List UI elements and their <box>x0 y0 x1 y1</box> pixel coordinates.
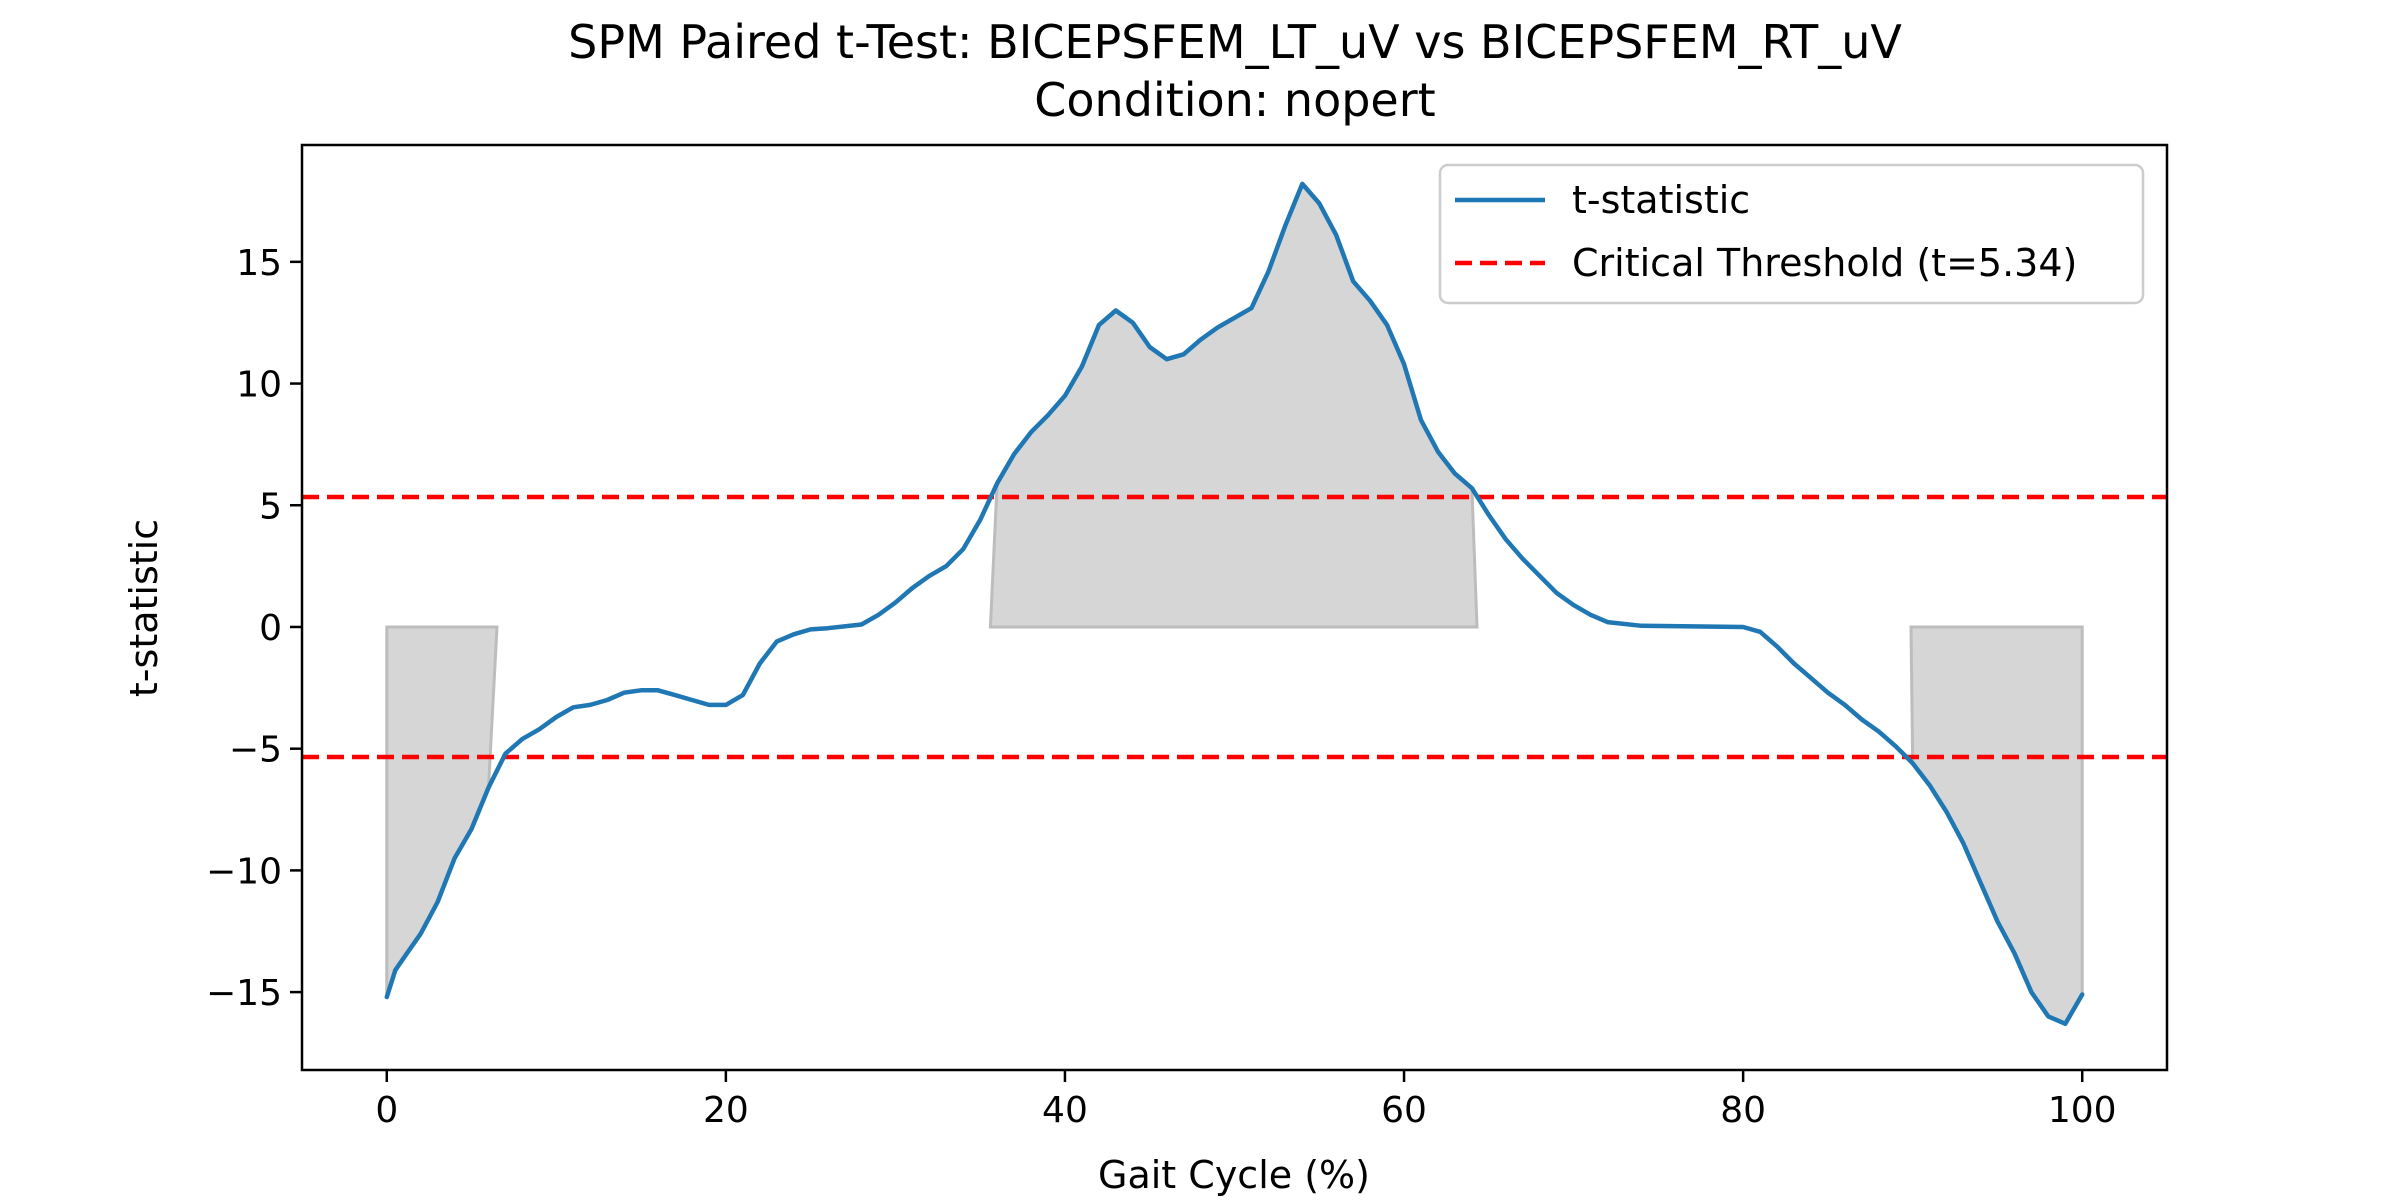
y-axis-label: t-statistic <box>122 519 166 697</box>
significance-region-3 <box>1909 625 2084 1026</box>
t-statistic-line <box>384 181 2085 1027</box>
significance-regions <box>385 181 2084 1026</box>
y-tick-label: −15 <box>206 973 282 1014</box>
y-tick-label: −10 <box>206 851 282 892</box>
x-tick-label: 80 <box>1720 1090 1766 1131</box>
x-tick-label: 40 <box>1042 1090 1088 1131</box>
threshold-lines <box>302 494 2167 760</box>
plot-frame <box>300 143 2169 1072</box>
y-tick-label: 15 <box>236 243 282 284</box>
y-axis-ticks: −15 −10 −5 0 5 10 15 <box>206 243 302 1014</box>
x-tick-label: 20 <box>703 1090 749 1131</box>
x-tick-label: 100 <box>2048 1090 2117 1131</box>
x-tick-label: 0 <box>375 1090 398 1131</box>
legend-box <box>1438 163 2145 305</box>
chart-subtitle: Condition: nopert <box>1034 73 1435 127</box>
x-tick-label: 60 <box>1381 1090 1427 1131</box>
y-tick-label: −5 <box>229 730 282 771</box>
legend: t-statistic Critical Threshold (t=5.34) <box>1438 163 2145 305</box>
x-axis-label: Gait Cycle (%) <box>1098 1153 1370 1197</box>
y-tick-label: 5 <box>259 486 282 527</box>
x-axis-ticks: 0 20 40 60 80 100 <box>375 1070 2117 1131</box>
y-tick-label: 0 <box>259 608 282 649</box>
legend-label-t-statistic: t-statistic <box>1572 178 1750 222</box>
significance-region-2 <box>988 181 1479 629</box>
y-tick-label: 10 <box>236 365 282 406</box>
chart-title: SPM Paired t-Test: BICEPSFEM_LT_uV vs BI… <box>568 15 1902 69</box>
legend-label-threshold: Critical Threshold (t=5.34) <box>1572 241 2077 285</box>
t-statistic-series <box>384 181 2085 1027</box>
